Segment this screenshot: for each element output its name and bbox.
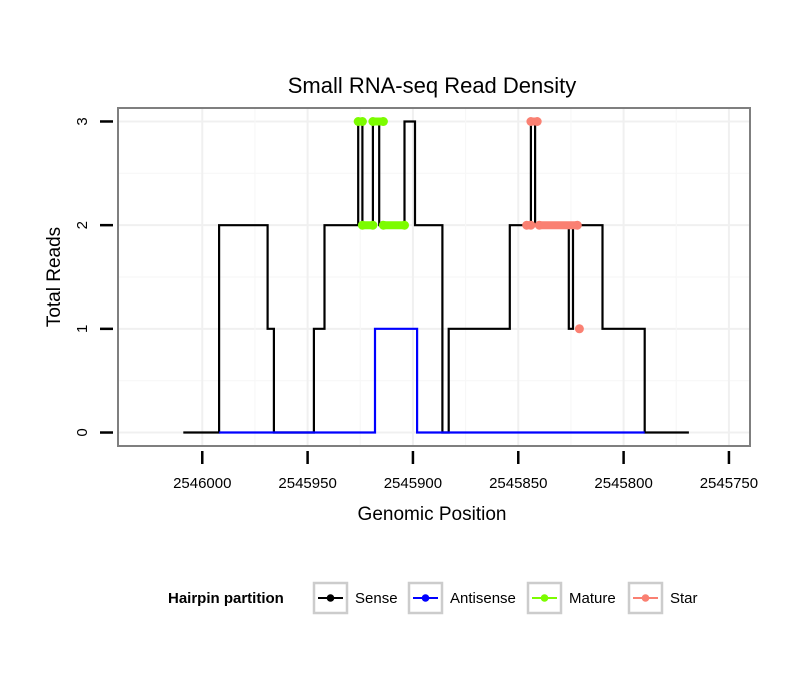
legend-key-point-mature: [540, 594, 549, 602]
x-tick-label: 2545850: [489, 475, 547, 492]
y-tick-label: 1: [74, 325, 91, 333]
series-point-star: [526, 117, 536, 126]
series-point-star: [574, 324, 584, 334]
plot-border: [117, 107, 751, 447]
y-tick-label: 0: [74, 428, 91, 436]
series-point-star: [572, 220, 582, 230]
series-layer: [183, 117, 689, 434]
legend-entries: Sense Antisense Mature Star: [312, 581, 698, 615]
x-tick-label: 2545900: [384, 475, 442, 492]
legend-key-point-antisense: [421, 594, 430, 602]
series-point-star: [532, 117, 542, 126]
legend-title: Hairpin partition: [168, 590, 284, 607]
series-point-mature: [357, 220, 367, 230]
y-axis-title: Total Reads: [44, 227, 65, 327]
y-tick-label: 3: [74, 117, 91, 125]
series-point-mature: [368, 220, 378, 230]
series-line-antisense: [219, 327, 645, 434]
series-point-mature: [400, 220, 409, 230]
grid-layer: [118, 108, 750, 446]
x-tick-label: 2545800: [594, 475, 652, 492]
legend: Hairpin partition Sense Antisense Mature St…: [168, 581, 698, 615]
series-point-star: [526, 220, 536, 230]
series-point-star: [534, 220, 544, 230]
series-point-mature: [368, 117, 378, 126]
series-point-mature: [378, 220, 388, 230]
legend-key-point-sense: [326, 594, 335, 602]
series-point-mature: [378, 117, 388, 126]
axis-layer: 2546000 2545950 2545900 2545850 2545800 25457…: [74, 117, 758, 492]
series-point-mature: [357, 117, 367, 126]
legend-label-sense: Sense: [355, 590, 398, 607]
x-axis-title: Genomic Position: [358, 504, 507, 525]
x-tick-label: 2545950: [278, 475, 336, 492]
legend-label-star: Star: [670, 590, 698, 607]
x-tick-label: 2545750: [700, 475, 758, 492]
legend-key-point-star: [641, 594, 650, 602]
legend-label-mature: Mature: [569, 590, 616, 607]
x-tick-label: 2546000: [173, 475, 231, 492]
y-tick-label: 2: [74, 221, 91, 229]
chart-title: Small RNA-seq Read Density: [288, 73, 577, 98]
legend-label-antisense: Antisense: [450, 590, 516, 607]
